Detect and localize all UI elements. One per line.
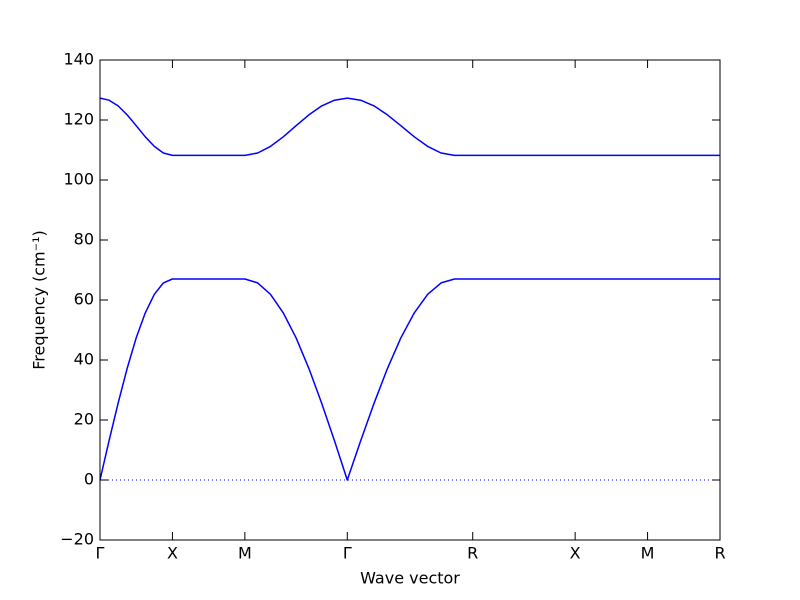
plot-frame [99, 59, 721, 541]
y-tick-label: 60 [74, 290, 94, 309]
x-tick-label: R [467, 544, 478, 563]
band-line [99, 97, 720, 157]
y-tick-label: 20 [74, 410, 94, 429]
x-axis-label: Wave vector [360, 569, 460, 588]
y-tick-label: 140 [63, 50, 94, 69]
y-tick-label: −20 [60, 530, 94, 549]
x-tick-label: Γ [96, 544, 105, 563]
y-tick-label: 120 [63, 110, 94, 129]
y-axis-label: Frequency (cm⁻¹) [30, 230, 49, 369]
x-tick-label: X [167, 544, 178, 563]
y-tick-label: 100 [63, 170, 94, 189]
y-tick-label: 40 [74, 350, 94, 369]
x-tick-label: X [570, 544, 581, 563]
x-tick-label: M [238, 544, 252, 563]
x-tick-label: R [714, 544, 725, 563]
x-tick-label: M [641, 544, 655, 563]
y-tick-label: 80 [74, 230, 94, 249]
x-tick-label: Γ [343, 544, 352, 563]
y-tick-label: 0 [84, 470, 94, 489]
band-line [99, 278, 720, 481]
